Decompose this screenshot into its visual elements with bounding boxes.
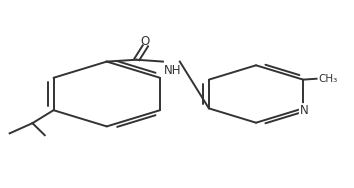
Text: O: O [141, 35, 150, 48]
Text: N: N [299, 104, 308, 117]
Text: CH₃: CH₃ [318, 74, 337, 84]
Text: NH: NH [164, 64, 181, 77]
